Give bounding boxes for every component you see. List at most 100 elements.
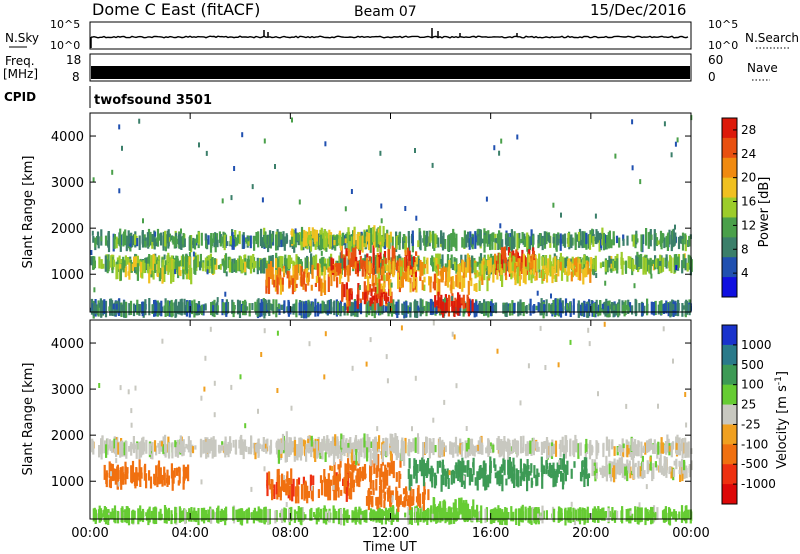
- heatmap-cell: [403, 441, 406, 455]
- heatmap-cell: [549, 263, 552, 277]
- heatmap-cell: [486, 476, 489, 483]
- heatmap-cell: [453, 261, 456, 271]
- heatmap-cell: [244, 305, 247, 312]
- heatmap-cell: [655, 237, 659, 247]
- heatmap-cell: [626, 465, 629, 482]
- heatmap-cell: [612, 260, 615, 272]
- velocity-heatmap: [91, 320, 693, 526]
- heatmap-cell: [402, 234, 405, 241]
- heatmap-cell: [369, 256, 373, 266]
- heatmap-cell: [670, 466, 673, 479]
- heatmap-cell: [259, 508, 262, 520]
- heatmap-cell: [665, 441, 668, 455]
- heatmap-cell: [384, 294, 387, 301]
- heatmap-speck: [431, 162, 434, 168]
- heatmap-cell: [605, 464, 608, 482]
- heatmap-cell: [332, 234, 335, 245]
- heatmap-cell: [389, 443, 392, 451]
- heatmap-cell: [365, 271, 368, 279]
- power-x-axis: [89, 113, 692, 312]
- heatmap-cell: [252, 254, 255, 269]
- heatmap-cell: [541, 269, 544, 279]
- heatmap-cell: [327, 274, 330, 292]
- heatmap-cell: [269, 445, 272, 455]
- heatmap-cell: [649, 258, 652, 275]
- heatmap-cell: [339, 252, 342, 269]
- heatmap-cell: [404, 512, 407, 518]
- heatmap-cell: [565, 440, 568, 453]
- heatmap-cell: [438, 278, 441, 296]
- heatmap-cell: [210, 302, 213, 316]
- heatmap-cell: [544, 255, 547, 266]
- heatmap-cell: [156, 476, 159, 488]
- heatmap-cell: [453, 442, 456, 447]
- heatmap-cell: [261, 444, 264, 452]
- heatmap-cell: [421, 280, 424, 291]
- nsky-panel: N.Sky 10^5 10^0 10^5 10^0 N.Search: [5, 18, 799, 52]
- heatmap-speck: [591, 228, 594, 234]
- heatmap-cell: [651, 302, 654, 315]
- heatmap-speck: [560, 212, 562, 218]
- heatmap-cell: [194, 445, 197, 450]
- heatmap-speck: [92, 177, 95, 183]
- heatmap-cell: [373, 295, 376, 301]
- heatmap-cell: [316, 303, 320, 317]
- colorbar-segment: [722, 118, 737, 139]
- heatmap-cell: [278, 256, 281, 271]
- heatmap-cell: [373, 511, 376, 521]
- heatmap-cell: [467, 437, 470, 450]
- heatmap-cell: [363, 433, 366, 448]
- heatmap-cell: [129, 259, 133, 267]
- heatmap-cell: [603, 303, 606, 315]
- heatmap-cell: [349, 464, 352, 471]
- heatmap-cell: [134, 234, 137, 245]
- heatmap-speck: [156, 237, 159, 243]
- heatmap-cell: [581, 302, 584, 316]
- heatmap-cell: [414, 281, 417, 287]
- heatmap-cell: [476, 474, 479, 491]
- heatmap-cell: [332, 475, 335, 492]
- heatmap-cell: [197, 231, 200, 245]
- heatmap-cell: [313, 512, 316, 518]
- heatmap-cell: [598, 235, 601, 252]
- heatmap-cell: [145, 473, 148, 489]
- heatmap-cell: [112, 445, 115, 453]
- heatmap-cell: [468, 257, 471, 273]
- heatmap-cell: [348, 259, 351, 276]
- heatmap-cell: [374, 274, 377, 286]
- heatmap-cell: [493, 305, 496, 310]
- heatmap-cell: [635, 444, 639, 457]
- heatmap-cell: [634, 445, 637, 456]
- heatmap-cell: [478, 301, 481, 313]
- heatmap-cell: [478, 256, 481, 265]
- heatmap-cell: [599, 300, 602, 315]
- heatmap-cell: [173, 237, 176, 249]
- heatmap-cell: [672, 511, 675, 520]
- heatmap-cell: [214, 258, 217, 265]
- heatmap-cell: [293, 452, 296, 462]
- heatmap-cell: [211, 238, 214, 246]
- heatmap-cell: [275, 510, 278, 522]
- heatmap-cell: [332, 447, 336, 465]
- heatmap-cell: [152, 510, 156, 519]
- heatmap-cell: [371, 500, 374, 508]
- heatmap-cell: [192, 237, 195, 249]
- heatmap-cell: [460, 470, 463, 487]
- heatmap-cell: [248, 303, 251, 317]
- heatmap-cell: [133, 472, 137, 486]
- heatmap-cell: [200, 507, 203, 522]
- heatmap-cell: [338, 230, 341, 236]
- heatmap-cell: [670, 234, 673, 252]
- heatmap-cell: [139, 505, 142, 522]
- heatmap-cell: [154, 299, 157, 317]
- heatmap-cell: [159, 467, 162, 484]
- heatmap-cell: [330, 268, 333, 287]
- heatmap-cell: [180, 255, 183, 267]
- heatmap-speck: [676, 137, 679, 143]
- heatmap-speck: [192, 251, 195, 257]
- heatmap-cell: [144, 240, 147, 248]
- heatmap-cell: [375, 254, 378, 267]
- heatmap-cell: [472, 462, 475, 468]
- heatmap-cell: [222, 260, 225, 268]
- heatmap-cell: [408, 235, 411, 252]
